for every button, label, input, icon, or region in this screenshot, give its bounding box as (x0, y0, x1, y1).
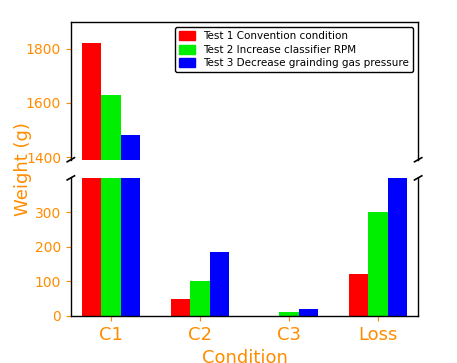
X-axis label: Condition: Condition (202, 349, 287, 363)
Legend: Test 1 Convention condition, Test 2 Increase classifier RPM, Test 3 Decrease gra: Test 1 Convention condition, Test 2 Incr… (175, 27, 413, 72)
Bar (101, 95, 121, 363)
Bar (210, 252, 229, 316)
Bar (121, 135, 140, 363)
Bar (81, 44, 101, 363)
Bar (170, 298, 190, 316)
Bar (368, 212, 388, 316)
Bar (279, 312, 299, 316)
Bar (190, 281, 210, 316)
Text: Weight (g): Weight (g) (14, 122, 32, 216)
Bar (388, 160, 408, 363)
Bar (388, 0, 408, 316)
Bar (121, 0, 140, 316)
Bar (81, 0, 101, 316)
Bar (101, 0, 121, 316)
Bar (349, 274, 368, 316)
Bar (299, 309, 319, 316)
